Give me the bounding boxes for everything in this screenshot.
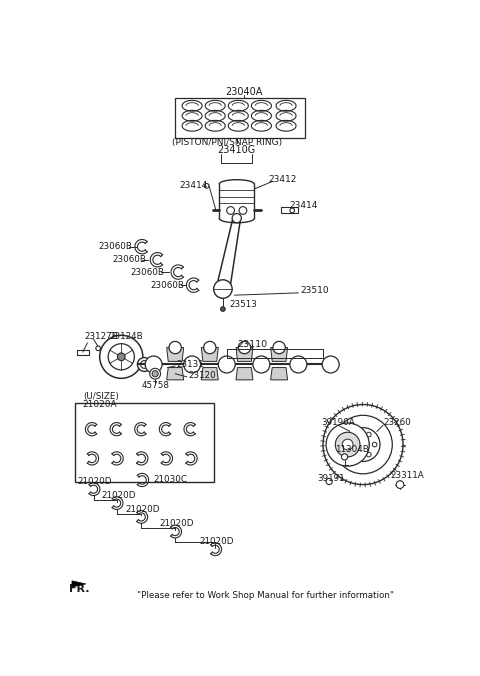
Circle shape [346, 428, 380, 462]
Text: 21020D: 21020D [78, 477, 112, 486]
Text: 23414: 23414 [289, 201, 318, 210]
Circle shape [184, 356, 201, 373]
Circle shape [372, 442, 377, 447]
Bar [77, 350, 89, 356]
Circle shape [118, 353, 125, 360]
Circle shape [334, 415, 392, 474]
Circle shape [214, 280, 232, 298]
Circle shape [169, 341, 181, 354]
Text: 23040A: 23040A [225, 87, 263, 97]
Circle shape [396, 481, 404, 489]
Text: 23131: 23131 [177, 360, 204, 369]
Text: 11304B: 11304B [335, 445, 368, 454]
Text: 39191: 39191 [317, 474, 345, 483]
Text: 23412: 23412 [269, 175, 297, 184]
Text: 23060B: 23060B [151, 281, 184, 290]
Polygon shape [201, 347, 218, 362]
Bar [75, 403, 214, 481]
Text: 39190A: 39190A [322, 418, 355, 427]
Text: 21020A: 21020A [83, 400, 118, 409]
Text: 45758: 45758 [141, 381, 169, 390]
Circle shape [141, 360, 148, 368]
Circle shape [96, 346, 100, 351]
Polygon shape [271, 347, 288, 362]
Circle shape [232, 214, 241, 223]
Polygon shape [236, 347, 253, 362]
Circle shape [290, 208, 295, 213]
Circle shape [239, 207, 247, 214]
Text: 23513: 23513 [229, 300, 257, 309]
Circle shape [336, 432, 360, 457]
Polygon shape [167, 368, 184, 380]
Circle shape [367, 452, 371, 457]
Text: 23124B: 23124B [109, 333, 143, 341]
Text: 21020D: 21020D [200, 537, 234, 546]
Text: 23060B: 23060B [98, 242, 132, 251]
Circle shape [204, 183, 209, 188]
Circle shape [204, 341, 216, 354]
Circle shape [326, 479, 332, 485]
Text: 23311A: 23311A [391, 471, 424, 480]
Polygon shape [72, 581, 86, 587]
Text: 23414: 23414 [180, 181, 208, 191]
Polygon shape [167, 347, 184, 362]
Polygon shape [236, 368, 253, 380]
Bar [281, 208, 298, 213]
Circle shape [152, 370, 158, 377]
Text: 21030C: 21030C [154, 475, 188, 485]
Circle shape [145, 356, 162, 373]
Circle shape [108, 343, 134, 370]
Circle shape [150, 368, 160, 379]
Text: FR.: FR. [69, 584, 89, 594]
Circle shape [355, 452, 360, 457]
Circle shape [137, 358, 151, 371]
Text: (U/SIZE): (U/SIZE) [83, 392, 119, 402]
Circle shape [100, 335, 143, 379]
Circle shape [342, 439, 353, 450]
Circle shape [253, 356, 270, 373]
Polygon shape [201, 368, 218, 380]
Text: (PISTON/PNI/SNAP RING): (PISTON/PNI/SNAP RING) [172, 138, 282, 147]
Text: 23060B: 23060B [112, 256, 146, 264]
Text: 23110: 23110 [237, 340, 267, 349]
Text: 23510: 23510 [300, 286, 328, 295]
Circle shape [238, 341, 251, 354]
Text: 23260: 23260 [383, 418, 411, 427]
Text: 23120: 23120 [188, 370, 216, 380]
Circle shape [367, 432, 371, 437]
Text: 23060B: 23060B [131, 268, 164, 276]
Circle shape [273, 341, 285, 354]
Text: 23127B: 23127B [84, 333, 118, 341]
Circle shape [357, 439, 369, 451]
Circle shape [355, 432, 360, 437]
Circle shape [349, 442, 354, 447]
Circle shape [290, 356, 307, 373]
Polygon shape [271, 368, 288, 380]
Circle shape [341, 454, 348, 460]
Text: 21020D: 21020D [159, 519, 194, 529]
Text: 21020D: 21020D [101, 491, 135, 500]
Text: "Please refer to Work Shop Manual for further information": "Please refer to Work Shop Manual for fu… [137, 591, 394, 600]
Circle shape [227, 207, 234, 214]
Circle shape [326, 423, 369, 466]
Text: 21020D: 21020D [126, 505, 160, 514]
Circle shape [221, 307, 225, 312]
Text: 23410G: 23410G [217, 145, 256, 155]
Circle shape [322, 356, 339, 373]
Circle shape [218, 356, 235, 373]
Bar [175, 98, 304, 138]
Circle shape [323, 404, 403, 485]
